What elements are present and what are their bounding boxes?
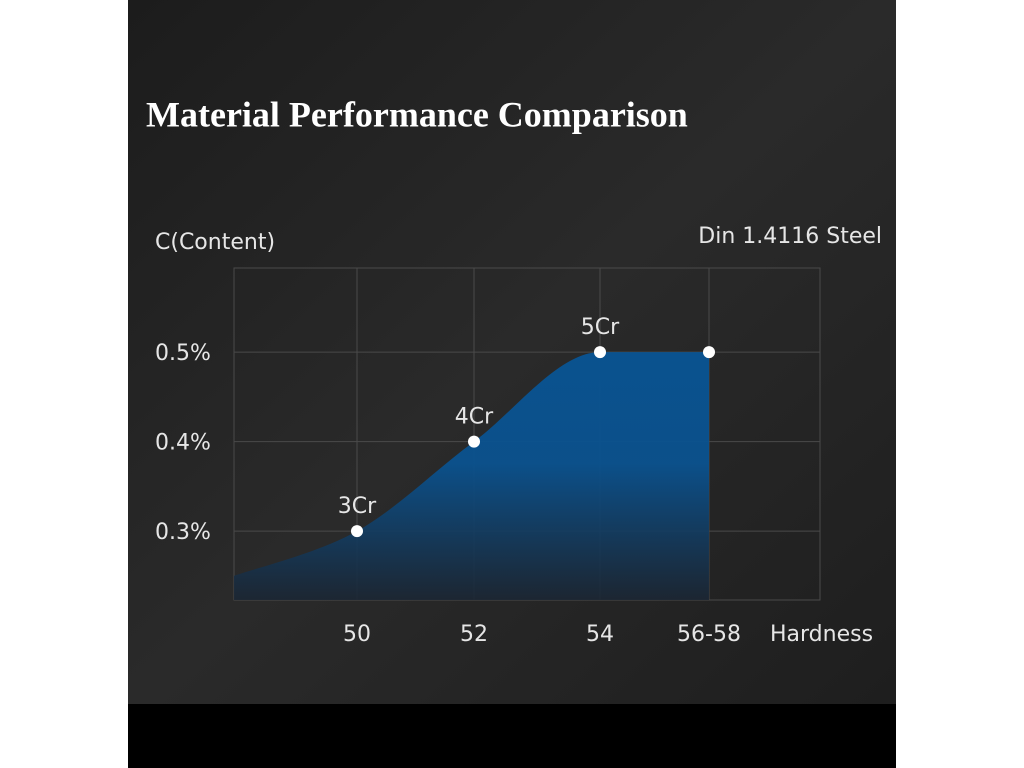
y-tick-label: 0.4%	[155, 431, 211, 456]
footer-band	[128, 704, 896, 768]
chart-title: Material Performance Comparison	[146, 94, 688, 134]
x-tick-label: 52	[460, 622, 488, 647]
data-point	[703, 346, 715, 359]
x-tick-label: 56-58	[677, 622, 741, 647]
x-tick-label: 50	[343, 622, 371, 647]
data-point	[351, 525, 363, 538]
y-tick-label: 0.5%	[155, 341, 211, 366]
point-label: 5Cr	[581, 315, 620, 340]
y-tick-label: 0.3%	[155, 520, 211, 545]
area	[234, 352, 709, 600]
y-axis-label: C(Content)	[155, 230, 275, 255]
subtitle: Din 1.4116 Steel	[698, 224, 882, 249]
data-point	[594, 346, 606, 359]
data-point	[468, 435, 480, 448]
point-label: 3Cr	[338, 494, 377, 519]
x-tick-label: 54	[586, 622, 614, 647]
point-label: 4Cr	[455, 405, 494, 430]
x-axis-label: Hardness	[770, 622, 873, 647]
